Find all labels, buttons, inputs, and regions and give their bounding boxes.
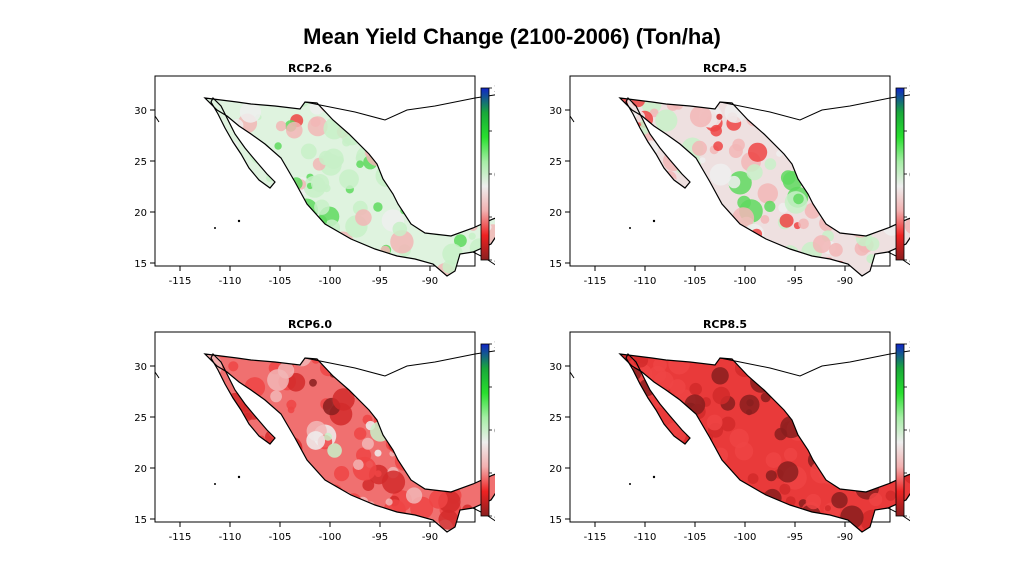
x-tick-label: -105 — [269, 532, 292, 543]
x-tick-label: -110 — [634, 532, 657, 543]
y-tick-label: 25 — [134, 413, 147, 424]
map-svg: -115 -110 -105 -100 -95 -90 30 25 20 15 2 1 0 -1 -2 — [134, 75, 495, 287]
colorbar-tick-label: 1 — [909, 383, 910, 394]
y-tick-label: 30 — [134, 106, 147, 117]
x-tick-label: -115 — [169, 532, 192, 543]
colorbar-tick-label: 2 — [909, 84, 910, 95]
colorbar-tick-label: -1 — [909, 469, 910, 480]
colorbar-tick-label: -1 — [494, 469, 495, 480]
panel-title: RCP2.6 — [287, 62, 333, 75]
x-tick-label: -100 — [319, 276, 342, 287]
figure-title: Mean Yield Change (2100-2006) (Ton/ha) — [303, 24, 721, 49]
colorbar-tick-label: 0 — [494, 170, 495, 181]
x-tick-label: -100 — [734, 276, 757, 287]
colorbar — [895, 343, 905, 517]
colorbar-tick-label: 0 — [494, 426, 495, 437]
y-tick-label: 20 — [134, 208, 147, 219]
colorbar-tick-label: -2 — [909, 256, 910, 267]
x-tick-label: -110 — [219, 276, 242, 287]
colorbar-tick-label: -1 — [494, 213, 495, 224]
x-tick-label: -95 — [787, 532, 803, 543]
map-panel-rcp60: RCP6.0 -115 -110 -105 -100 -95 -90 30 25 20 15 2 1 0… — [125, 318, 495, 558]
x-tick-label: -95 — [787, 276, 803, 287]
colorbar — [480, 343, 490, 517]
map-panel-rcp45: RCP4.5 -115 -110 -105 -100 -95 -90 30 25 20 15 2 1 0… — [540, 62, 910, 302]
colorbar — [895, 87, 905, 261]
map-panel-rcp85: RCP8.5 -115 -110 -105 -100 -95 -90 30 25 20 15 2 1 0… — [540, 318, 910, 558]
panel-title: RCP6.0 — [287, 318, 333, 331]
colorbar-tick-label: 1 — [909, 127, 910, 138]
map-svg: -115 -110 -105 -100 -95 -90 30 25 20 15 2 1 0 -1 -2 — [134, 331, 495, 543]
y-tick-label: 25 — [134, 157, 147, 168]
x-tick-label: -95 — [372, 532, 388, 543]
panel-title: RCP4.5 — [702, 62, 748, 75]
x-tick-label: -105 — [269, 276, 292, 287]
y-tick-label: 25 — [549, 413, 562, 424]
y-tick-label: 15 — [549, 259, 562, 270]
x-tick-label: -115 — [169, 276, 192, 287]
colorbar-tick-label: 0 — [909, 426, 910, 437]
colorbar-tick-label: -2 — [909, 512, 910, 523]
x-tick-label: -95 — [372, 276, 388, 287]
map-panel-rcp26: RCP2.6 -115 -110 -105 -100 -95 -90 30 25 20 15 2 1 0… — [125, 62, 495, 302]
y-tick-label: 20 — [549, 464, 562, 475]
colorbar-tick-label: 2 — [494, 340, 495, 351]
y-tick-label: 30 — [549, 362, 562, 373]
colorbar-tick-label: 0 — [909, 170, 910, 181]
y-tick-label: 25 — [549, 157, 562, 168]
x-tick-label: -110 — [219, 532, 242, 543]
y-tick-label: 30 — [549, 106, 562, 117]
x-tick-label: -105 — [684, 276, 707, 287]
x-tick-label: -90 — [422, 276, 438, 287]
colorbar-tick-label: 2 — [909, 340, 910, 351]
map-svg: -115 -110 -105 -100 -95 -90 30 25 20 15 2 1 0 -1 -2 — [549, 331, 910, 543]
colorbar-tick-label: 1 — [494, 383, 495, 394]
x-tick-label: -100 — [734, 532, 757, 543]
x-tick-label: -115 — [584, 276, 607, 287]
y-tick-label: 15 — [549, 515, 562, 526]
colorbar-tick-label: 1 — [494, 127, 495, 138]
x-tick-label: -90 — [837, 276, 853, 287]
panel-title: RCP8.5 — [702, 318, 748, 331]
colorbar — [480, 87, 490, 261]
x-tick-label: -105 — [684, 532, 707, 543]
y-tick-label: 15 — [134, 515, 147, 526]
x-tick-label: -100 — [319, 532, 342, 543]
y-tick-label: 15 — [134, 259, 147, 270]
x-tick-label: -90 — [837, 532, 853, 543]
y-tick-label: 20 — [134, 464, 147, 475]
x-tick-label: -90 — [422, 532, 438, 543]
y-tick-label: 20 — [549, 208, 562, 219]
colorbar-tick-label: -1 — [909, 213, 910, 224]
map-svg: -115 -110 -105 -100 -95 -90 30 25 20 15 2 1 0 -1 -2 — [549, 75, 910, 287]
y-tick-label: 30 — [134, 362, 147, 373]
colorbar-tick-label: -2 — [494, 256, 495, 267]
x-tick-label: -115 — [584, 532, 607, 543]
colorbar-tick-label: -2 — [494, 512, 495, 523]
colorbar-tick-label: 2 — [494, 84, 495, 95]
x-tick-label: -110 — [634, 276, 657, 287]
